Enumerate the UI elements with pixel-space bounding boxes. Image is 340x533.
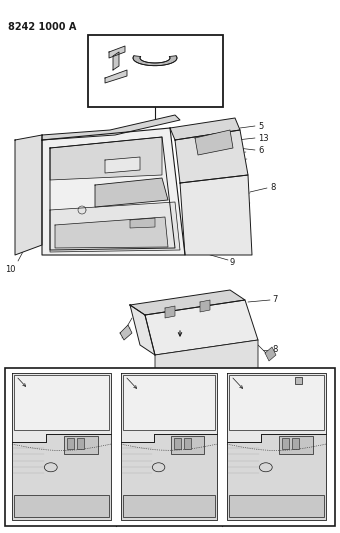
- Text: 4A: 4A: [226, 516, 235, 522]
- Polygon shape: [130, 290, 245, 315]
- Polygon shape: [12, 373, 111, 442]
- Polygon shape: [121, 434, 217, 520]
- Polygon shape: [145, 300, 258, 355]
- Bar: [184, 438, 191, 448]
- Bar: [282, 438, 289, 448]
- Polygon shape: [227, 434, 326, 520]
- Bar: [171, 436, 204, 454]
- Text: 2: 2: [120, 463, 125, 472]
- Text: 6: 6: [258, 146, 264, 155]
- Bar: [64, 436, 98, 454]
- Bar: [279, 436, 313, 454]
- Text: 12: 12: [200, 43, 210, 52]
- Polygon shape: [133, 56, 177, 66]
- Text: 2: 2: [11, 463, 16, 472]
- Bar: [123, 495, 215, 518]
- Polygon shape: [105, 70, 127, 83]
- Bar: [14, 495, 109, 518]
- Bar: [174, 438, 181, 448]
- Bar: [229, 375, 324, 430]
- Bar: [14, 375, 109, 430]
- Text: 8242 1000 A: 8242 1000 A: [8, 22, 76, 32]
- Polygon shape: [265, 347, 276, 361]
- Text: 1: 1: [11, 372, 16, 381]
- Text: 9: 9: [230, 258, 235, 267]
- Text: 14: 14: [125, 378, 136, 387]
- Polygon shape: [130, 218, 155, 228]
- Text: 10: 10: [5, 265, 16, 274]
- Bar: [5, 368, 335, 526]
- Text: 8: 8: [272, 345, 277, 354]
- Polygon shape: [12, 434, 111, 520]
- Text: 11: 11: [97, 80, 107, 89]
- Text: 2: 2: [226, 463, 231, 472]
- Bar: [123, 375, 215, 430]
- Polygon shape: [130, 305, 155, 355]
- Polygon shape: [109, 46, 125, 58]
- Bar: [67, 438, 74, 448]
- Bar: [88, 35, 223, 107]
- Polygon shape: [180, 175, 252, 255]
- Text: 13: 13: [258, 134, 269, 143]
- Polygon shape: [42, 115, 180, 140]
- Polygon shape: [165, 306, 175, 318]
- Bar: [295, 377, 302, 384]
- Polygon shape: [55, 217, 168, 248]
- Polygon shape: [95, 178, 168, 207]
- Polygon shape: [175, 130, 248, 183]
- Text: 4: 4: [226, 372, 231, 381]
- Bar: [76, 438, 84, 448]
- Polygon shape: [170, 118, 240, 140]
- Text: 3: 3: [120, 372, 125, 381]
- Text: 7: 7: [272, 295, 277, 304]
- Text: 9: 9: [272, 370, 277, 379]
- Polygon shape: [42, 128, 185, 255]
- Polygon shape: [200, 300, 210, 312]
- Polygon shape: [105, 157, 140, 173]
- Polygon shape: [195, 130, 233, 155]
- Polygon shape: [50, 137, 162, 180]
- Polygon shape: [155, 340, 258, 380]
- Text: 5: 5: [258, 122, 263, 131]
- Bar: [292, 438, 299, 448]
- Bar: [229, 495, 324, 518]
- Polygon shape: [113, 52, 119, 70]
- Polygon shape: [120, 325, 132, 340]
- Polygon shape: [15, 135, 42, 255]
- Text: 15: 15: [308, 377, 318, 386]
- Polygon shape: [50, 202, 180, 252]
- Text: 8: 8: [270, 183, 275, 192]
- Polygon shape: [121, 373, 217, 442]
- Polygon shape: [227, 373, 326, 442]
